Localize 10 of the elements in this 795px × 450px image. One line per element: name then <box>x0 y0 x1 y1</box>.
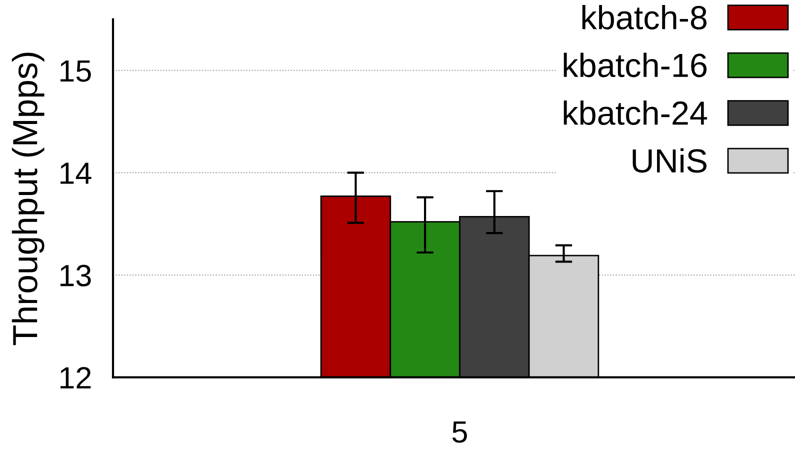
y-tick-label: 12 <box>60 367 91 388</box>
legend-label: kbatch-24 <box>564 100 708 125</box>
legend-label: kbatch-8 <box>582 5 707 30</box>
y-tick-label: 14 <box>60 162 92 184</box>
y-axis-title: Throughput (Mpps) <box>12 52 44 346</box>
x-tick-label: 5 <box>452 421 467 443</box>
y-tick-label: 15 <box>60 60 91 82</box>
legend-label: kbatch-16 <box>564 52 707 78</box>
legend-label: UNiS <box>632 148 706 173</box>
y-tick-label: 13 <box>60 264 91 286</box>
